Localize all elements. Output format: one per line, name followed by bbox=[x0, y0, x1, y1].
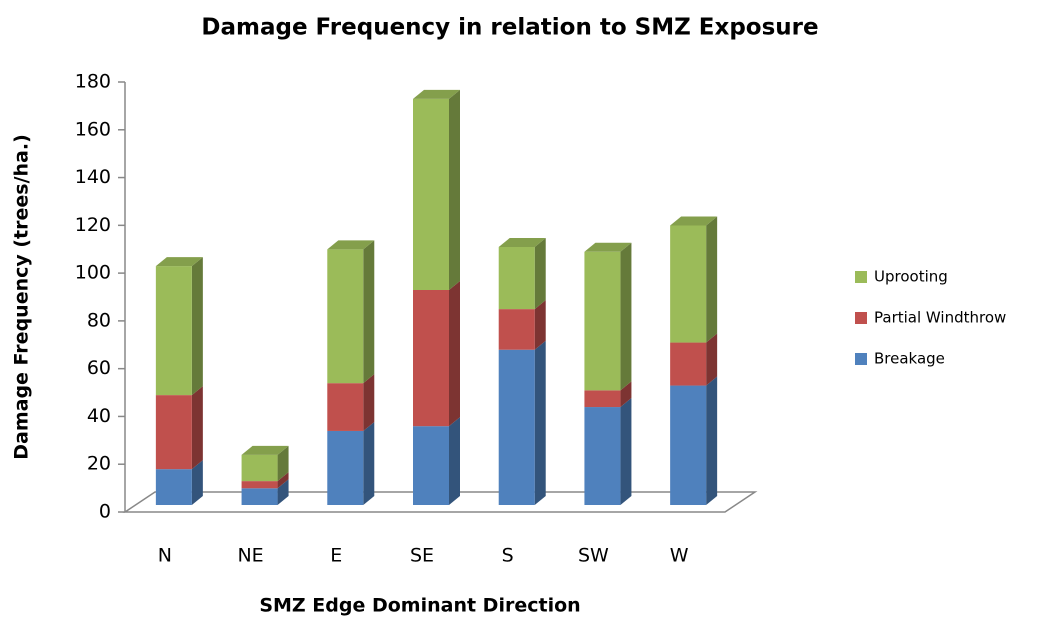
x-tick-label: SW bbox=[578, 545, 609, 567]
bar bbox=[241, 454, 278, 482]
x-tick-label: E bbox=[330, 545, 342, 567]
y-axis-label: Damage Frequency (trees/ha.) bbox=[11, 134, 33, 460]
bar-side bbox=[191, 257, 203, 396]
legend-label: Uprooting bbox=[874, 268, 948, 286]
legend-label: Partial Windthrow bbox=[874, 309, 1006, 327]
bar-top bbox=[327, 240, 375, 250]
x-tick-label: S bbox=[502, 545, 514, 567]
bar bbox=[584, 390, 621, 408]
bar bbox=[413, 290, 449, 427]
y-tick-label: 80 bbox=[87, 309, 111, 331]
y-tick-label: 160 bbox=[75, 118, 111, 140]
bar-top bbox=[413, 89, 460, 99]
bar-side bbox=[620, 242, 632, 391]
bar bbox=[413, 426, 449, 505]
x-axis-label: SMZ Edge Dominant Direction bbox=[259, 595, 580, 617]
floor bbox=[122, 491, 758, 513]
bar-top bbox=[584, 242, 632, 252]
bar bbox=[241, 481, 278, 489]
y-tick-label: 100 bbox=[75, 262, 111, 284]
bar-side bbox=[449, 89, 460, 290]
bar-top bbox=[498, 238, 546, 247]
bar-top bbox=[670, 216, 718, 226]
bar-side bbox=[449, 281, 460, 427]
bar-side bbox=[277, 445, 289, 482]
bar-side bbox=[363, 374, 375, 431]
x-tick-label: W bbox=[670, 545, 689, 567]
x-tick-label: NE bbox=[237, 545, 263, 567]
legend-swatch bbox=[855, 353, 867, 365]
bar-side bbox=[534, 340, 546, 505]
bar bbox=[155, 469, 192, 505]
y-tick-label: 180 bbox=[75, 71, 111, 93]
bar bbox=[670, 385, 707, 505]
bar bbox=[584, 407, 621, 505]
y-tick-label: 140 bbox=[75, 166, 111, 188]
x-tick-label: SE bbox=[410, 545, 434, 567]
bar-side bbox=[620, 398, 632, 505]
bar-side bbox=[534, 300, 546, 350]
bar bbox=[498, 309, 535, 350]
bar-side bbox=[363, 240, 375, 384]
legend-swatch bbox=[855, 312, 867, 324]
bar bbox=[327, 249, 364, 384]
bar bbox=[155, 395, 192, 470]
bar bbox=[241, 488, 278, 505]
y-tick-label: 40 bbox=[87, 405, 111, 427]
bar bbox=[413, 98, 449, 290]
y-tick-label: 60 bbox=[87, 357, 111, 379]
x-tick-label: N bbox=[158, 545, 172, 567]
bar-side bbox=[620, 381, 632, 408]
bar bbox=[155, 266, 192, 396]
bar-side bbox=[534, 238, 546, 310]
bar bbox=[498, 247, 535, 310]
bar bbox=[670, 225, 707, 343]
bar bbox=[584, 251, 621, 391]
bar-side bbox=[706, 376, 718, 505]
bar-side bbox=[191, 386, 203, 470]
bar-side bbox=[706, 216, 718, 343]
bar-side bbox=[706, 333, 718, 386]
bar bbox=[327, 383, 364, 431]
bar-side bbox=[449, 417, 460, 505]
bar-top bbox=[241, 445, 289, 455]
bar-side bbox=[191, 460, 203, 505]
bar-side bbox=[363, 421, 375, 505]
bar-top bbox=[155, 257, 203, 267]
bar bbox=[327, 430, 364, 505]
bar bbox=[670, 342, 707, 386]
bar bbox=[498, 349, 535, 505]
chart-title: Damage Frequency in relation to SMZ Expo… bbox=[201, 15, 818, 41]
y-tick-label: 20 bbox=[87, 453, 111, 475]
bar-side bbox=[277, 479, 289, 505]
legend-swatch bbox=[855, 271, 867, 283]
y-tick-label: 0 bbox=[99, 501, 111, 523]
bar-side bbox=[277, 472, 289, 489]
legend-label: Breakage bbox=[874, 350, 945, 368]
y-tick-label: 120 bbox=[75, 214, 111, 236]
